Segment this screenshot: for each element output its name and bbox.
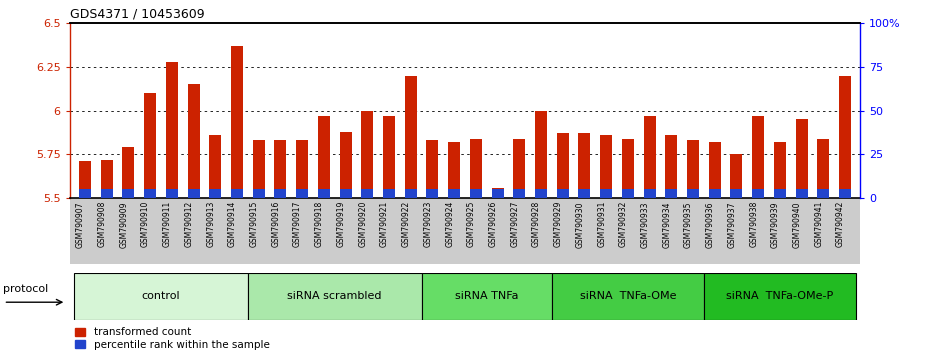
Bar — [318, 116, 330, 198]
Bar — [209, 135, 221, 198]
Bar — [644, 116, 656, 198]
Bar — [578, 189, 591, 198]
Bar — [296, 189, 308, 198]
Bar — [600, 189, 612, 198]
Bar — [513, 139, 525, 198]
Bar — [644, 189, 656, 198]
Bar — [231, 189, 243, 198]
Bar — [296, 141, 308, 198]
Bar — [492, 188, 503, 198]
Bar — [100, 160, 113, 198]
Bar — [231, 46, 243, 198]
Bar — [166, 189, 178, 198]
Bar — [448, 142, 460, 198]
Bar — [253, 141, 265, 198]
Bar — [492, 189, 503, 198]
Bar — [730, 189, 742, 198]
Bar — [774, 142, 786, 198]
Bar — [839, 75, 851, 198]
Bar — [361, 110, 373, 198]
Bar — [123, 189, 134, 198]
Bar — [730, 154, 742, 198]
Bar — [551, 273, 704, 320]
Bar — [470, 139, 482, 198]
Bar — [752, 189, 764, 198]
Bar — [622, 139, 634, 198]
Text: siRNA  TNFa-OMe: siRNA TNFa-OMe — [579, 291, 676, 302]
Bar — [535, 189, 547, 198]
Bar — [339, 189, 352, 198]
Bar — [79, 161, 91, 198]
Bar — [704, 273, 856, 320]
Bar — [796, 189, 807, 198]
Bar — [774, 189, 786, 198]
Bar — [513, 189, 525, 198]
Bar — [405, 75, 417, 198]
Bar — [144, 93, 156, 198]
Bar — [247, 273, 421, 320]
Text: siRNA  TNFa-OMe-P: siRNA TNFa-OMe-P — [726, 291, 833, 302]
Bar — [339, 132, 352, 198]
Legend: transformed count, percentile rank within the sample: transformed count, percentile rank withi… — [75, 327, 270, 350]
Bar — [687, 141, 699, 198]
Bar — [578, 133, 591, 198]
Text: control: control — [141, 291, 180, 302]
Bar — [665, 135, 677, 198]
Bar — [144, 189, 156, 198]
Bar — [470, 189, 482, 198]
Bar — [100, 189, 113, 198]
Bar — [421, 273, 551, 320]
Bar — [796, 119, 807, 198]
Text: siRNA TNFa: siRNA TNFa — [455, 291, 518, 302]
Bar — [253, 189, 265, 198]
Text: GDS4371 / 10453609: GDS4371 / 10453609 — [70, 7, 205, 21]
Bar — [209, 189, 221, 198]
Bar — [318, 189, 330, 198]
Bar — [274, 141, 286, 198]
Bar — [600, 135, 612, 198]
Bar — [79, 189, 91, 198]
Bar — [535, 110, 547, 198]
Bar — [709, 189, 721, 198]
Bar — [709, 142, 721, 198]
Bar — [839, 189, 851, 198]
Bar — [274, 189, 286, 198]
Bar — [361, 189, 373, 198]
Bar — [188, 84, 200, 198]
Bar — [557, 133, 569, 198]
Bar — [448, 189, 460, 198]
Bar — [817, 189, 830, 198]
Bar — [817, 139, 830, 198]
Bar — [752, 116, 764, 198]
Bar — [687, 189, 699, 198]
Bar — [383, 116, 395, 198]
Bar — [622, 189, 634, 198]
Text: protocol: protocol — [4, 284, 48, 294]
Bar — [427, 189, 438, 198]
Bar — [166, 62, 178, 198]
Text: siRNA scrambled: siRNA scrambled — [287, 291, 382, 302]
Bar — [557, 189, 569, 198]
Bar — [427, 141, 438, 198]
Bar — [188, 189, 200, 198]
Bar — [383, 189, 395, 198]
Bar — [665, 189, 677, 198]
Bar — [74, 273, 247, 320]
Bar — [405, 189, 417, 198]
Bar — [123, 147, 134, 198]
